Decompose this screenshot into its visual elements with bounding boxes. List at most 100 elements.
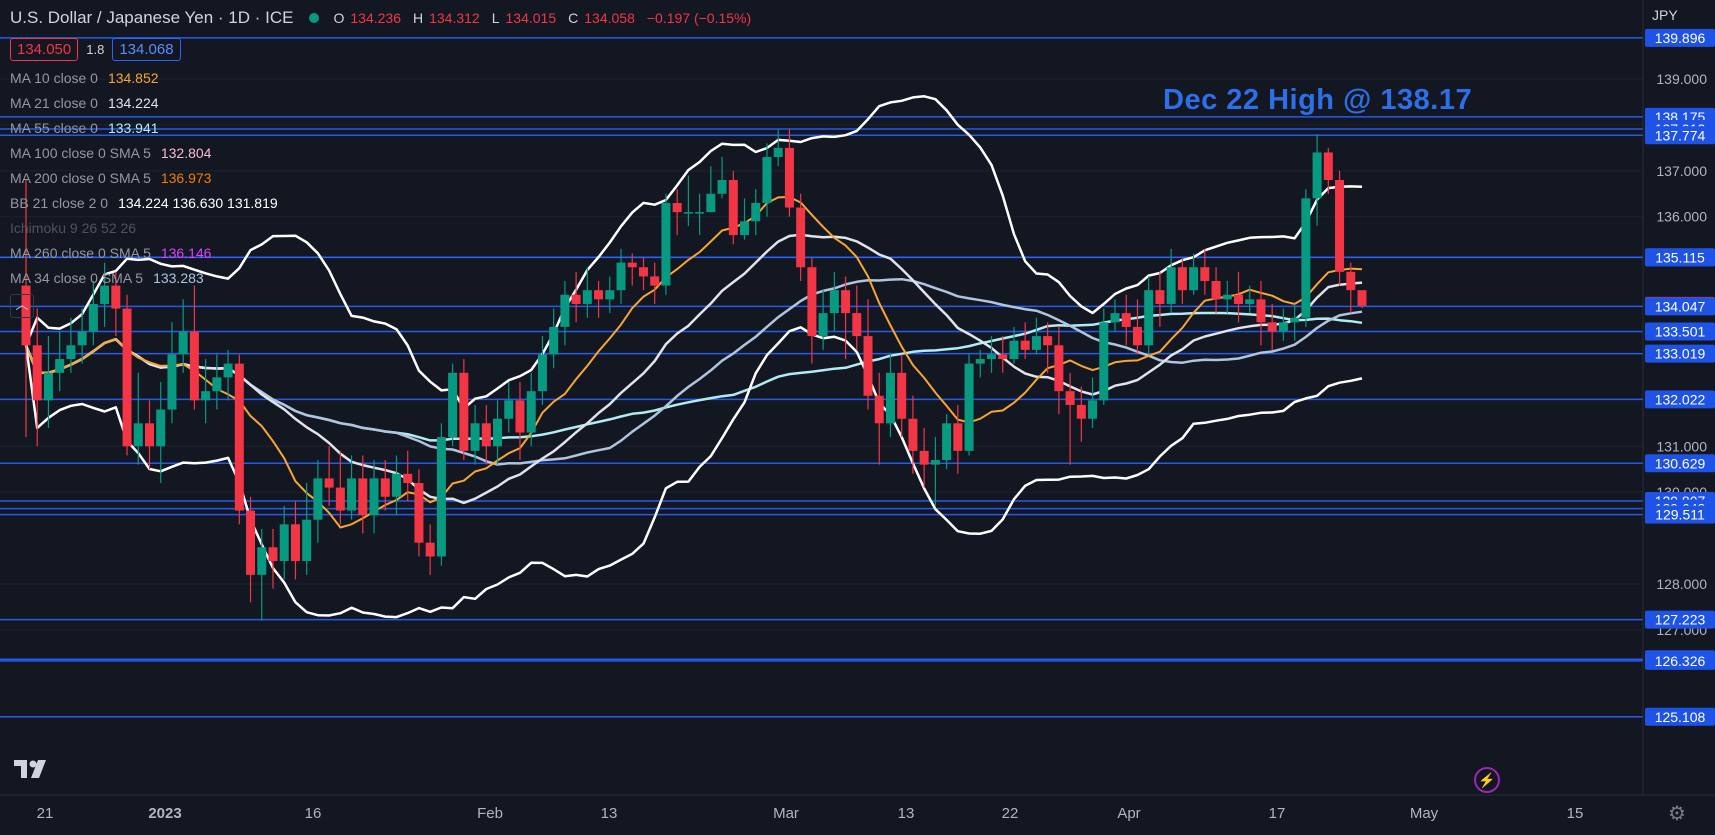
candle-body [324,478,334,488]
candle-body [874,395,884,424]
price-label: 133.019 [1655,346,1706,362]
indicator-row[interactable]: BB 21 close 2 0 134.224 136.630 131.819 [10,195,757,211]
indicator-value: 133.283 [153,270,204,286]
spread-value: 1.8 [86,42,105,57]
candle-body [650,276,660,286]
candle-body [987,354,997,360]
candle-body [762,157,772,203]
price-tick-label: 139.000 [1656,71,1707,87]
indicator-row[interactable]: MA 100 close 0 SMA 5 132.804 [10,145,757,161]
indicator-name: MA 200 close 0 SMA 5 [10,170,151,186]
candle-body [638,267,648,277]
candle-body [885,372,895,424]
time-tick-label: 22 [1002,805,1019,822]
candle-body [88,303,98,332]
price-label-box [1645,651,1715,670]
candle-body [751,202,761,222]
chart-annotation[interactable]: Dec 22 High @ 138.17 [1163,84,1473,116]
candle-body [897,372,907,419]
candle-body [212,377,222,392]
ohlc-low-key: L [491,10,500,26]
candle-body [470,423,480,451]
symbol-title[interactable]: U.S. Dollar / Japanese Yen · 1D · ICE [10,8,294,27]
sell-price-button[interactable]: 134.050 [10,38,79,61]
time-tick-label: Feb [477,805,503,822]
candle-body [908,418,918,451]
price-label: 133.501 [1655,323,1706,339]
candle-body [481,423,491,447]
indicator-row[interactable]: MA 55 close 0 133.941 [10,120,757,136]
time-tick-label: Mar [773,805,799,822]
candle-body [964,363,974,451]
candle-body [189,331,199,401]
alert-bolt-icon[interactable]: ⚡ [1474,767,1500,793]
indicator-value: 134.224 136.630 131.819 [118,195,278,211]
indicator-name: BB 21 close 2 0 [10,195,109,211]
indicator-value: 132.804 [160,145,212,161]
candle-body [1132,326,1142,346]
candle-body [414,483,424,543]
bid-ask-row: 134.050 1.8 134.068 [10,38,757,61]
candle-body [1312,152,1322,199]
chart-grid [0,78,1643,631]
candle-body [32,345,42,401]
indicator-row[interactable]: MA 10 close 0 134.852 [10,70,757,86]
price-change: −0.197 (−0.15%) [646,10,752,26]
candle-body [661,202,671,286]
candle-body [77,331,87,346]
candle-body [515,400,525,433]
buy-price-button[interactable]: 134.068 [112,38,181,61]
candle-body [818,313,828,337]
candle-body [549,326,559,355]
candle-body [953,423,963,451]
candle-body [425,542,435,557]
tradingview-logo-icon[interactable] [14,758,52,780]
candle-body [1256,299,1266,323]
indicator-name: MA 34 close 0 SMA 5 [10,270,144,286]
candle-body [683,212,693,214]
price-label-box [1645,505,1715,524]
indicator-row[interactable]: MA 21 close 0 134.224 [10,95,757,111]
candle-body [863,336,873,396]
candle-body [1009,340,1019,360]
indicator-row[interactable]: MA 260 close 0 SMA 5 136.146 [10,245,757,261]
candle-body [582,290,592,304]
candle-body [1155,290,1165,304]
indicator-row[interactable]: Ichimoku 9 26 52 26 [10,220,757,236]
candle-body [930,460,940,465]
candle-body [728,180,738,236]
candle-body [1357,290,1367,306]
candles [21,129,1367,621]
price-label-box [1645,322,1715,341]
collapse-legend-button[interactable]: ︿ [10,294,34,318]
indicator-row[interactable]: MA 200 close 0 SMA 5 136.973 [10,170,757,186]
settings-gear-icon[interactable]: ⚙ [1668,803,1686,825]
market-status-icon [309,13,320,23]
candle-body [852,313,862,337]
time-tick-label: 15 [1567,805,1584,822]
ohlc-open-value: 134.236 [350,10,401,26]
candle-body [133,423,143,447]
indicator-row[interactable]: MA 34 close 0 SMA 5 133.283 [10,270,757,286]
price-label: 132.022 [1655,391,1706,407]
price-axis: 139.000138.000137.000136.000131.000130.0… [1642,0,1715,795]
price-label-box [1645,707,1715,726]
candle-body [1088,400,1098,419]
candle-body [111,285,121,309]
indicator-name: Ichimoku 9 26 52 26 [10,220,137,236]
indicator-name: MA 100 close 0 SMA 5 [10,145,151,161]
price-label-box [1645,390,1715,409]
currency-selector[interactable]: JPY [1652,7,1678,23]
chart-overlays [0,37,1643,718]
price-label: 135.115 [1655,249,1705,265]
time-tick-label: 2023 [148,805,181,822]
price-label: 134.047 [1655,298,1706,314]
price-label-box [1645,248,1715,267]
candle-body [493,418,503,447]
candle-body [1121,313,1131,327]
candle-body [1200,267,1210,281]
candle-body [246,510,256,575]
